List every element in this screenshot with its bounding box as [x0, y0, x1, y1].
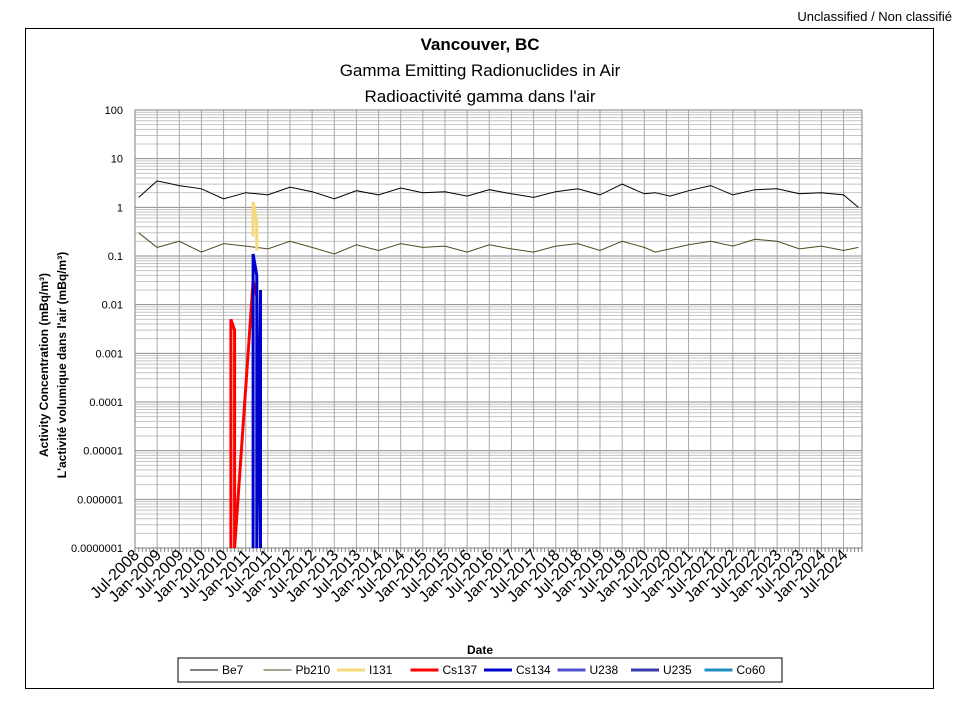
chart-title: Vancouver, BC — [420, 35, 539, 54]
y-axis-label-en: Activity Concentration (mBq/m³) — [37, 273, 51, 457]
y-tick-label: 0.00001 — [83, 446, 123, 458]
series-pb210-line — [138, 232, 859, 255]
grid-layer — [134, 109, 863, 549]
series-be7-line — [138, 180, 859, 208]
legend-label-u238: U238 — [590, 663, 619, 677]
plot-area — [134, 109, 863, 549]
y-tick-label: 0.1 — [108, 251, 123, 263]
series-i131-line — [251, 201, 259, 251]
legend-label-be7: Be7 — [222, 663, 244, 677]
x-axis-label: Date — [467, 643, 493, 657]
y-axis-label-fr: L'activité volumique dans l'air (mBq/m³) — [55, 252, 69, 478]
classification-label: Unclassified / Non classifié — [797, 9, 952, 24]
legend: Be7 Pb210 I131 Cs137 Cs134 U238 U235 Co60 — [190, 663, 766, 677]
legend-label-i131: I131 — [369, 663, 393, 677]
y-tick-label: 0.000001 — [77, 494, 123, 506]
chart-subtitle-fr: Radioactivité gamma dans l'air — [365, 87, 596, 106]
legend-label-co60: Co60 — [737, 663, 766, 677]
chart-subtitle-en: Gamma Emitting Radionuclides in Air — [340, 61, 621, 80]
y-tick-label: 1 — [117, 202, 123, 214]
legend-label-cs134: Cs134 — [516, 663, 551, 677]
y-tick-label: 0.0001 — [89, 397, 123, 409]
legend-label-pb210: Pb210 — [296, 663, 331, 677]
chart-frame — [25, 28, 934, 689]
y-tick-label: 0.001 — [95, 348, 123, 360]
y-tick-label: 10 — [111, 154, 123, 166]
y-tick-label: 100 — [105, 105, 123, 117]
series-cs134-line — [251, 253, 262, 549]
y-tick-label: 0.0000001 — [71, 543, 123, 555]
legend-label-cs137: Cs137 — [443, 663, 478, 677]
series-layer — [138, 180, 859, 549]
legend-label-u235: U235 — [663, 663, 692, 677]
y-tick-label: 0.01 — [102, 300, 123, 312]
